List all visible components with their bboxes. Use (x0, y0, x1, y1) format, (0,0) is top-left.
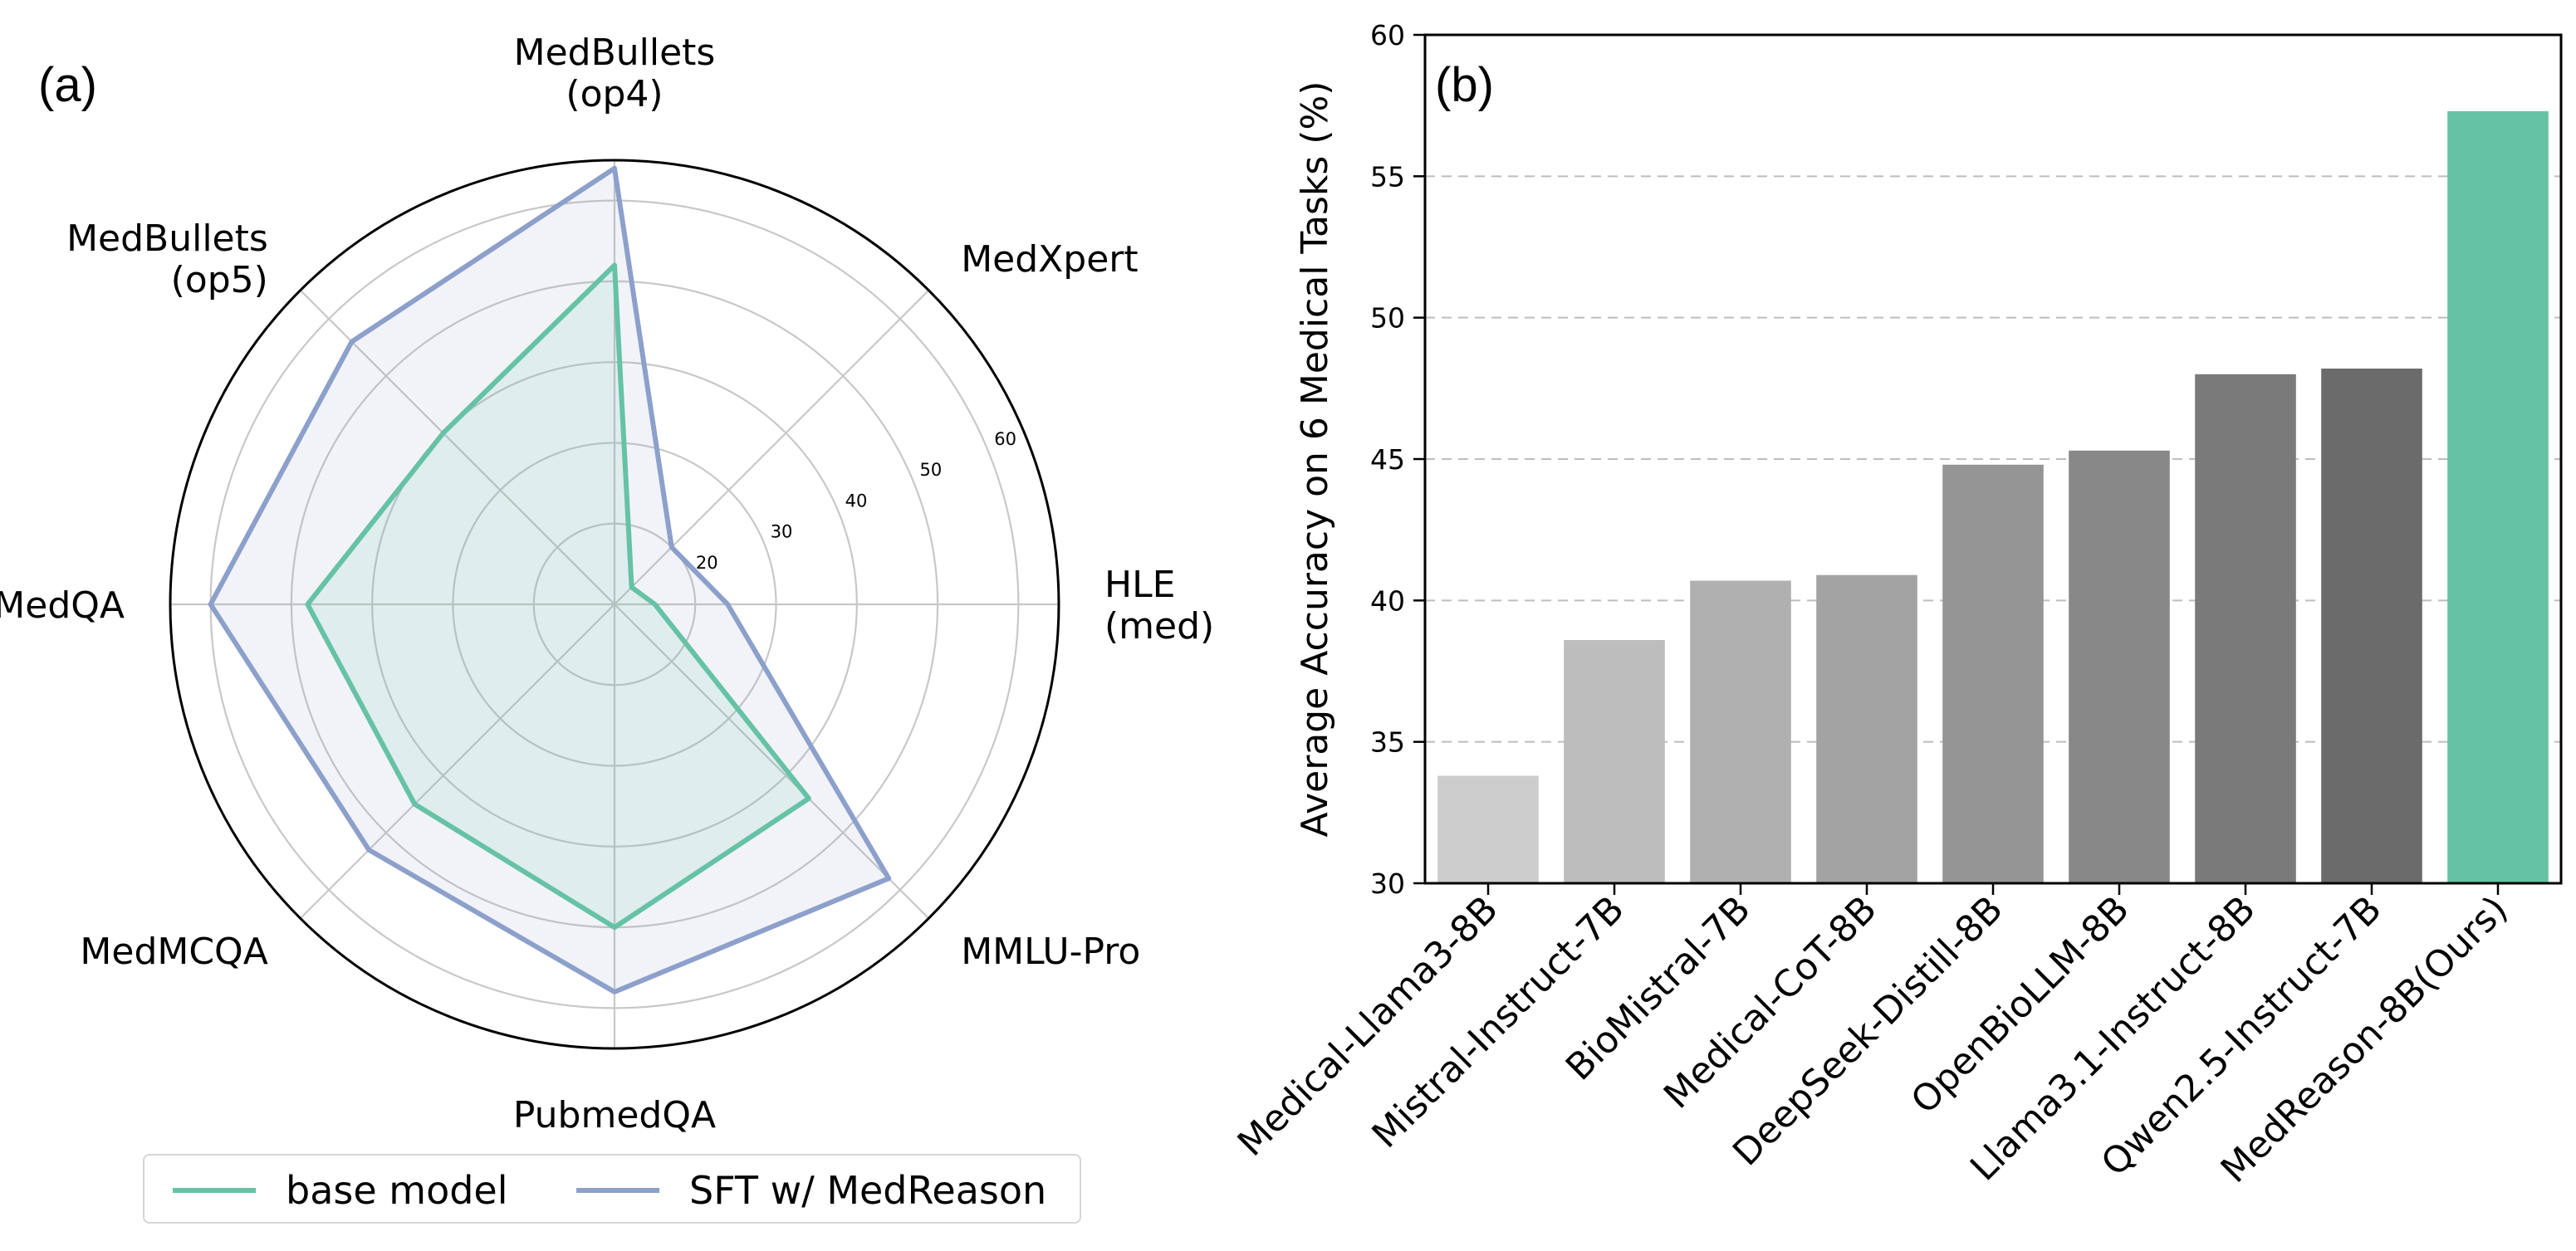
radar-axis-label-medmcqa: MedMCQA (80, 931, 267, 973)
radar-chart: 20 30 40 50 60 HLE (med) MedXpert MedBullets (op… (0, 32, 1214, 1136)
bar-medical-cot-8b (1816, 574, 1917, 883)
radar-frame (169, 159, 1060, 1050)
radar-axis-label-medbullets-op5: MedBullets (op5) (66, 217, 268, 301)
legend-item-base-model: base model (173, 1156, 508, 1225)
legend-item-sft-medreason: SFT w/ MedReason (576, 1156, 1046, 1225)
bar-medreason-8b-ours (2447, 111, 2549, 883)
bar-biomistral-7b (1690, 580, 1791, 883)
bar-bars (1437, 111, 2549, 883)
radar-tick-label-60: 60 (994, 429, 1016, 449)
radar-axis-label-pubmedqa: PubmedQA (513, 1094, 716, 1136)
radar-radial-ticks: 20 30 40 50 60 (696, 429, 1016, 573)
y-tick-label-35: 35 (1370, 726, 1405, 759)
radar-axis-labels: HLE (med) MedXpert MedBullets (op4) MedBullet… (0, 32, 1214, 1136)
radar-tick-label-50: 50 (920, 460, 943, 480)
y-tick-label-60: 60 (1370, 19, 1405, 51)
radar-spoke-medmcqa (299, 604, 615, 920)
panel-a-label: (a) (38, 58, 97, 112)
legend: base model SFT w/ MedReason (143, 1154, 1081, 1224)
bar-y-ticks: 30 35 40 45 50 55 60 (1370, 19, 1425, 900)
radar-spoke-mmlu-pro (614, 604, 930, 920)
radar-spoke-medxpert (614, 289, 930, 605)
x-tick-label-openbiollm-8b: OpenBioLLM-8B (1903, 888, 2138, 1122)
radar-axis-label-medqa: MedQA (0, 584, 125, 627)
bar-deepseek-distill-8b (1942, 464, 2044, 883)
y-axis-label: Average Accuracy on 6 Medical Tasks (%) (1294, 81, 1336, 838)
x-tick-label-mistral-instruct-7b: Mistral-Instruct-7B (1364, 888, 1633, 1156)
panel-b-label: (b) (1435, 58, 1494, 112)
y-tick-label-45: 45 (1370, 443, 1405, 476)
radar-series (208, 165, 892, 994)
bar-medical-llama3-8b (1437, 775, 1539, 883)
legend-label-base-model: base model (286, 1168, 508, 1213)
radar-tick-label-30: 30 (771, 522, 793, 542)
radar-tick-label-40: 40 (845, 491, 868, 511)
radar-axis-label-medxpert: MedXpert (961, 238, 1138, 281)
y-tick-label-55: 55 (1370, 160, 1405, 193)
radar-area-base-model (307, 265, 809, 928)
radar-axis-label-medbullets-op4: MedBullets (op4) (514, 32, 716, 115)
legend-swatch-base-model (173, 1188, 256, 1193)
radar-axis-label-hle-med: HLE (med) (1104, 564, 1214, 647)
radar-line-base-model (305, 262, 811, 931)
y-tick-label-30: 30 (1370, 867, 1405, 900)
y-tick-label-50: 50 (1370, 302, 1405, 335)
bar-llama3-1-instruct-8b (2195, 374, 2296, 883)
radar-tick-label-20: 20 (696, 553, 718, 573)
radar-line-sft-w-medreason (208, 165, 892, 994)
radar-axis-label-mmlu-pro: MMLU-Pro (961, 931, 1140, 973)
radar-area-sft-w-medreason (210, 168, 889, 992)
bar-openbiollm-8b (2069, 450, 2170, 883)
bar-qwen2-5-instruct-7b (2321, 369, 2422, 883)
legend-swatch-sft-medreason (576, 1188, 659, 1193)
bar-chart: 30 35 40 45 50 55 60 Medical-Llama3-8BMistral-… (1230, 19, 2563, 1191)
bar-mistral-instruct-7b (1564, 640, 1665, 883)
y-tick-label-40: 40 (1370, 584, 1405, 617)
legend-label-sft-medreason: SFT w/ MedReason (689, 1168, 1047, 1213)
x-tick-label-medical-cot-8b: Medical-CoT-8B (1656, 888, 1885, 1117)
bar-x-ticks: Medical-Llama3-8BMistral-Instruct-7BBioM… (1230, 883, 2516, 1191)
